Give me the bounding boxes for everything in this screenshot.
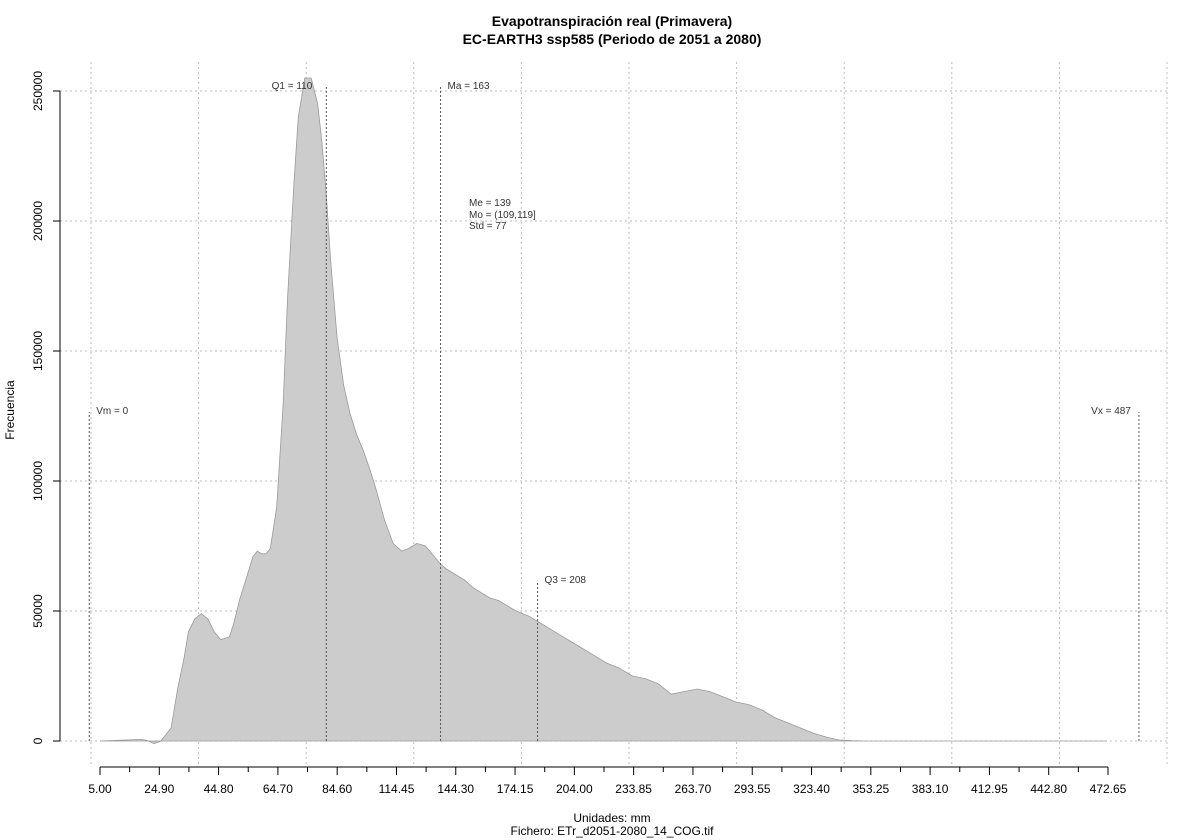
density-area xyxy=(99,77,1107,745)
x-tick-label: 174.15 xyxy=(497,782,534,796)
x-tick-label: 24.90 xyxy=(144,782,174,796)
y-tick-label: 100000 xyxy=(31,461,45,501)
y-tick-label: 50000 xyxy=(31,594,45,628)
reference-label: Q3 = 208 xyxy=(545,575,587,586)
y-tick-label: 0 xyxy=(31,737,45,744)
density-area-layer xyxy=(99,77,1107,745)
chart-subtitle: EC-EARTH3 ssp585 (Periodo de 2051 a 2080… xyxy=(463,31,762,47)
reference-label: Q1 = 110 xyxy=(272,81,313,92)
x-tick-label: 353.25 xyxy=(852,782,889,796)
x-tick-label: 263.70 xyxy=(675,782,712,796)
y-tick-label: 150000 xyxy=(31,331,45,371)
y-tick-label: 250000 xyxy=(31,71,45,111)
chart-text: Evapotranspiración real (Primavera) EC-E… xyxy=(3,13,761,838)
x-tick-label: 293.55 xyxy=(734,782,771,796)
chart-title: Evapotranspiración real (Primavera) xyxy=(492,13,732,29)
x-tick-label: 114.45 xyxy=(379,782,415,796)
x-tick-label: 383.10 xyxy=(912,782,949,796)
x-tick-label: 144.30 xyxy=(437,782,474,796)
reference-lines: Vm = 0 Q1 = 110 Ma = 163 Q3 = 208 Vx = 487 xyxy=(88,81,1140,741)
y-tick-label: 200000 xyxy=(31,201,45,241)
x-axis-label: Unidades: mm xyxy=(573,811,650,825)
x-tick-label: 472.65 xyxy=(1090,782,1127,796)
reference-label: Vx = 487 xyxy=(1091,406,1131,417)
y-axis-label: Frecuencia xyxy=(3,380,17,440)
footer-filename: Fichero: ETr_d2051-2080_14_COG.tif xyxy=(511,824,715,838)
x-tick-label: 412.95 xyxy=(971,782,1008,796)
axes: 0 50000 100000 150000 200000 250000 5.00 24.90 4… xyxy=(31,71,1127,796)
stat-std: Std = 77 xyxy=(469,221,507,232)
x-tick-label: 204.00 xyxy=(556,782,593,796)
x-tick-label: 323.40 xyxy=(793,782,830,796)
x-tick-label: 84.60 xyxy=(322,782,352,796)
stat-median: Me = 139 xyxy=(469,198,511,209)
x-tick-label: 5.00 xyxy=(88,782,112,796)
stat-mode: Mo = (109,119] xyxy=(469,210,536,221)
x-tick-label: 64.70 xyxy=(263,782,293,796)
x-tick-label: 233.85 xyxy=(615,782,652,796)
x-tick-label: 44.80 xyxy=(204,782,234,796)
reference-label: Ma = 163 xyxy=(448,81,490,92)
x-tick-label: 442.80 xyxy=(1030,782,1067,796)
reference-label: Vm = 0 xyxy=(96,406,128,417)
